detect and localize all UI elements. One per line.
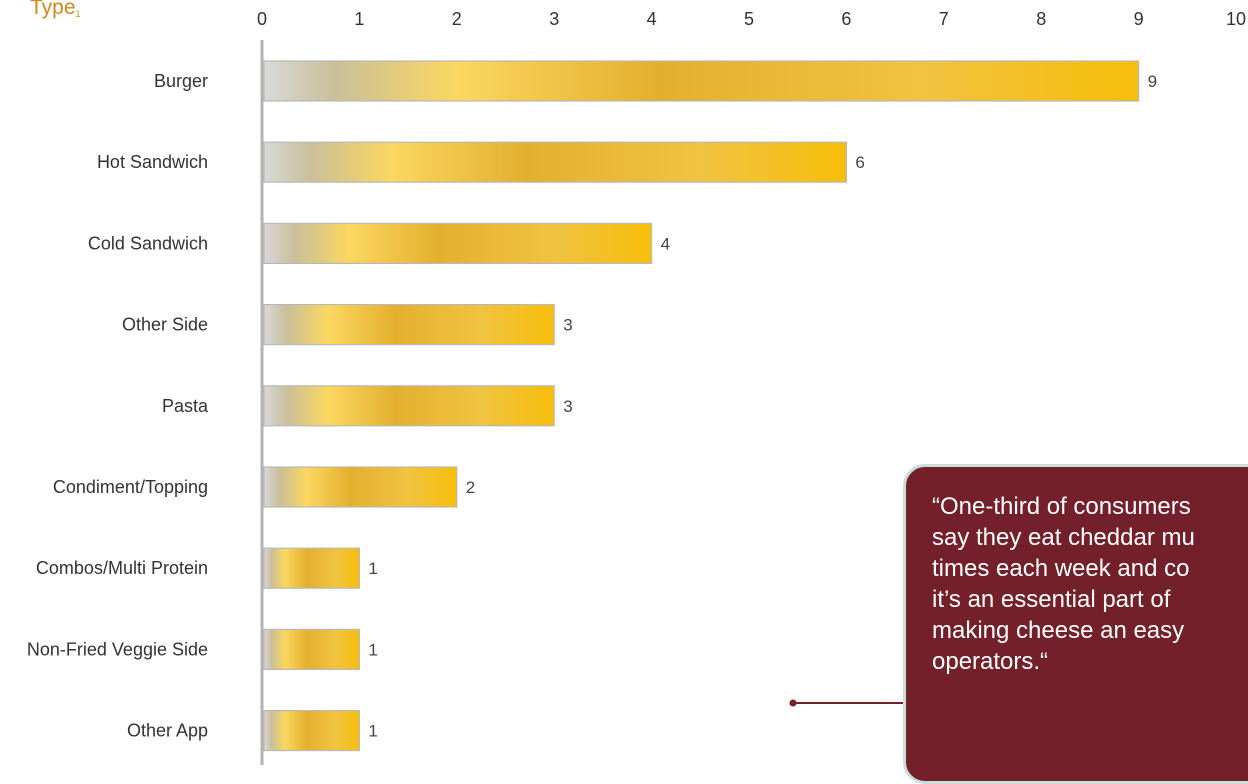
data-label: 3 <box>563 316 572 335</box>
x-tick-label: 7 <box>939 9 949 29</box>
category-label: Condiment/Topping <box>53 477 208 497</box>
bar <box>263 628 361 671</box>
data-label: 2 <box>466 478 475 497</box>
category-label: Combos/Multi Protein <box>36 558 208 578</box>
x-tick-label: 1 <box>354 9 364 29</box>
bar <box>263 60 1140 102</box>
data-label: 3 <box>563 397 572 416</box>
data-label: 4 <box>661 234 670 253</box>
x-tick-label: 3 <box>549 9 559 29</box>
category-label: Pasta <box>162 396 209 416</box>
category-axis-title: Type1 <box>30 0 81 19</box>
bar <box>263 709 361 752</box>
data-label: 1 <box>368 559 377 578</box>
x-tick-label: 5 <box>744 9 754 29</box>
bar <box>263 304 555 346</box>
data-label: 9 <box>1148 72 1157 91</box>
category-label: Other Side <box>122 315 208 335</box>
quote-callout: “One-third of consumers say they eat che… <box>903 464 1248 784</box>
quote-text: “One-third of consumers say they eat che… <box>932 493 1195 675</box>
bar <box>263 547 361 589</box>
category-label: Hot Sandwich <box>97 152 208 172</box>
x-tick-label: 6 <box>841 9 851 29</box>
bar-chart: 0 1 2 3 4 5 6 7 8 9 10 Burger 9 Hot Sandwich 6 Cold Sa… <box>27 9 1246 765</box>
data-label: 1 <box>368 640 377 659</box>
x-tick-label: 2 <box>452 9 462 29</box>
bar <box>263 385 555 427</box>
x-tick-label: 4 <box>647 9 657 29</box>
x-tick-label: 10 <box>1226 9 1246 29</box>
data-label: 1 <box>368 722 377 741</box>
bar <box>263 466 458 508</box>
category-label: Other App <box>127 721 208 741</box>
x-tick-label: 8 <box>1036 9 1046 29</box>
bar <box>263 222 653 264</box>
category-label: Non-Fried Veggie Side <box>27 639 208 659</box>
category-label: Burger <box>154 71 208 91</box>
bar <box>263 141 848 183</box>
data-label: 6 <box>855 153 864 172</box>
x-tick-label: 9 <box>1134 9 1144 29</box>
x-tick-label: 0 <box>257 9 267 29</box>
category-label: Cold Sandwich <box>88 233 208 253</box>
